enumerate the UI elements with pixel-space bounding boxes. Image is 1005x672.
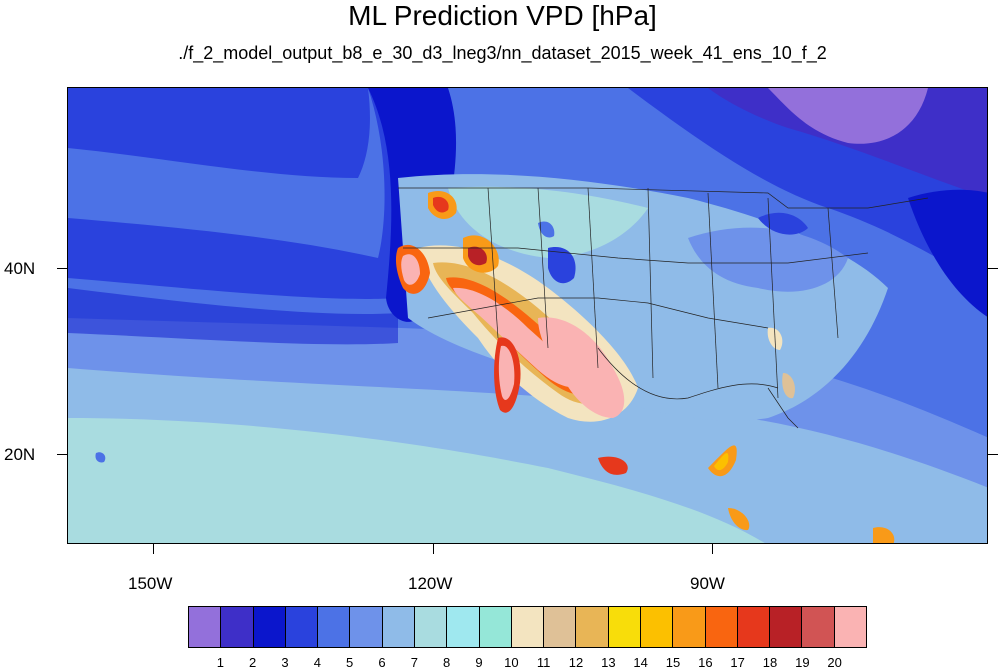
vpd-map	[67, 87, 988, 544]
colorbar-cell	[253, 607, 286, 647]
colorbar-label: 18	[762, 655, 778, 670]
colorbar-cell	[834, 607, 866, 647]
x-tick-label-90w: 90W	[690, 574, 725, 593]
colorbar-cell	[608, 607, 641, 647]
colorbar-cell	[770, 607, 803, 647]
x-tick-label-150w: 150W	[128, 574, 173, 593]
colorbar	[188, 606, 867, 648]
plot-subtitle: ./f_2_model_output_b8_e_30_d3_lneg3/nn_d…	[178, 43, 827, 63]
colorbar-cell	[802, 607, 835, 647]
colorbar-cell	[285, 607, 319, 647]
colorbar-cell	[576, 607, 609, 647]
colorbar-cell	[737, 607, 771, 647]
y-tick-label-40n: 40N	[4, 259, 36, 278]
y-tick-mark-40n	[57, 268, 67, 269]
colorbar-label: 19	[795, 655, 810, 670]
colorbar-cell	[189, 607, 222, 647]
colorbar-label: 10	[504, 655, 519, 670]
colorbar-cell	[382, 607, 415, 647]
colorbar-label: 15	[665, 655, 681, 670]
colorbar-cell	[544, 607, 577, 647]
colorbar-cell	[705, 607, 738, 647]
x-tick-mark-120w	[433, 544, 434, 554]
colorbar-cell	[447, 607, 480, 647]
colorbar-cell	[318, 607, 351, 647]
colorbar-cell	[479, 607, 512, 647]
colorbar-label: 20	[827, 655, 842, 670]
colorbar-label: 2	[249, 655, 257, 670]
colorbar-label: 1	[216, 655, 224, 670]
y-tick-mark-20n	[57, 454, 67, 455]
colorbar-cell	[414, 607, 448, 647]
plot-title: ML Prediction VPD [hPa]	[348, 0, 657, 31]
x-tick-label-120w: 120W	[408, 574, 453, 593]
colorbar-cell	[221, 607, 254, 647]
x-tick-mark-150w	[153, 544, 154, 554]
colorbar-cell	[673, 607, 706, 647]
colorbar-label: 14	[633, 655, 648, 670]
colorbar-label: 8	[443, 655, 451, 670]
colorbar-label: 11	[536, 655, 551, 670]
y-tick-mark-right-20n	[988, 454, 998, 455]
y-tick-label-20n: 20N	[4, 445, 36, 464]
y-tick-mark-right-40n	[988, 268, 998, 269]
colorbar-label: 9	[475, 655, 483, 670]
x-tick-mark-90w	[712, 544, 713, 554]
vpd-contour-field	[68, 88, 987, 543]
colorbar-label: 7	[410, 655, 418, 670]
colorbar-label: 17	[730, 655, 745, 670]
colorbar-cell	[511, 607, 545, 647]
colorbar-label: 5	[346, 655, 354, 670]
colorbar-label: 3	[281, 655, 289, 670]
colorbar-label: 13	[601, 655, 616, 670]
colorbar-cell	[640, 607, 674, 647]
colorbar-label: 12	[568, 655, 584, 670]
colorbar-label: 16	[698, 655, 713, 670]
colorbar-label: 6	[378, 655, 386, 670]
colorbar-label: 4	[313, 655, 321, 670]
colorbar-cell	[350, 607, 383, 647]
